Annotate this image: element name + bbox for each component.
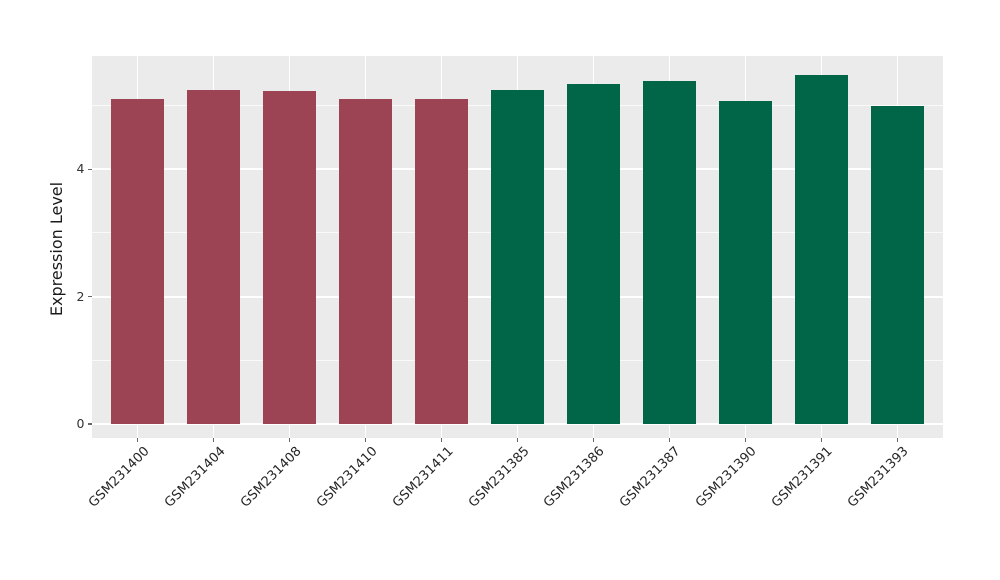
x-tick-mark-GSM231410	[364, 438, 367, 442]
bar-GSM231408	[262, 91, 317, 424]
y-tick-label-0: 0	[76, 415, 85, 431]
bar-GSM231390	[718, 101, 773, 424]
bar-GSM231385	[490, 90, 545, 424]
bar-GSM231391	[794, 75, 849, 424]
bar-GSM231386	[566, 84, 621, 424]
y-tick-mark-2	[87, 295, 92, 298]
x-tick-mark-GSM231390	[744, 438, 747, 442]
bar-GSM231400	[110, 99, 165, 424]
bar-GSM231387	[642, 80, 697, 424]
bar-GSM231410	[338, 99, 393, 424]
x-tick-mark-GSM231408	[288, 438, 291, 442]
y-tick-label-2: 2	[76, 288, 85, 304]
plot-panel	[92, 56, 943, 438]
x-tick-mark-GSM231386	[592, 438, 595, 442]
x-tick-mark-GSM231400	[136, 438, 139, 442]
bar-GSM231404	[186, 90, 241, 424]
bar-GSM231411	[414, 99, 469, 424]
x-tick-mark-GSM231385	[516, 438, 519, 442]
y-tick-mark-0	[87, 423, 92, 425]
y-tick-label-4: 4	[76, 161, 85, 177]
x-tick-mark-GSM231393	[896, 438, 899, 442]
x-tick-mark-GSM231391	[820, 438, 823, 442]
x-tick-mark-GSM231387	[668, 438, 671, 442]
x-tick-mark-GSM231411	[440, 438, 443, 442]
bar-GSM231393	[870, 105, 924, 424]
y-tick-mark-4	[87, 168, 92, 171]
y-axis-title: Expression Level	[47, 181, 66, 317]
x-tick-mark-GSM231404	[212, 438, 215, 442]
